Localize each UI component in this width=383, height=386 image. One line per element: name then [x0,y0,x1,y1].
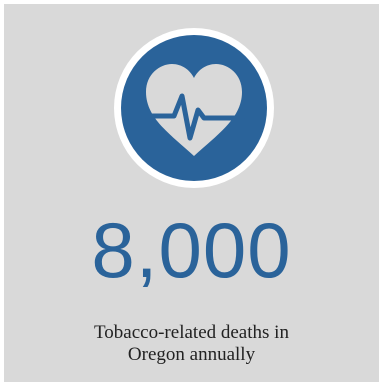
pulse-line [143,93,245,141]
stat-value: 8,000 [91,206,292,294]
caption-line-1: Tobacco-related deaths in [94,322,289,343]
stat-caption: Tobacco-related deaths in Oregon annuall… [4,322,379,366]
heart-pulse-icon [112,26,276,190]
stat-card: 8,000 Tobacco-related deaths in Oregon a… [4,4,379,382]
heart-shape [146,64,242,156]
caption-line-2: Oregon annually [127,344,256,365]
